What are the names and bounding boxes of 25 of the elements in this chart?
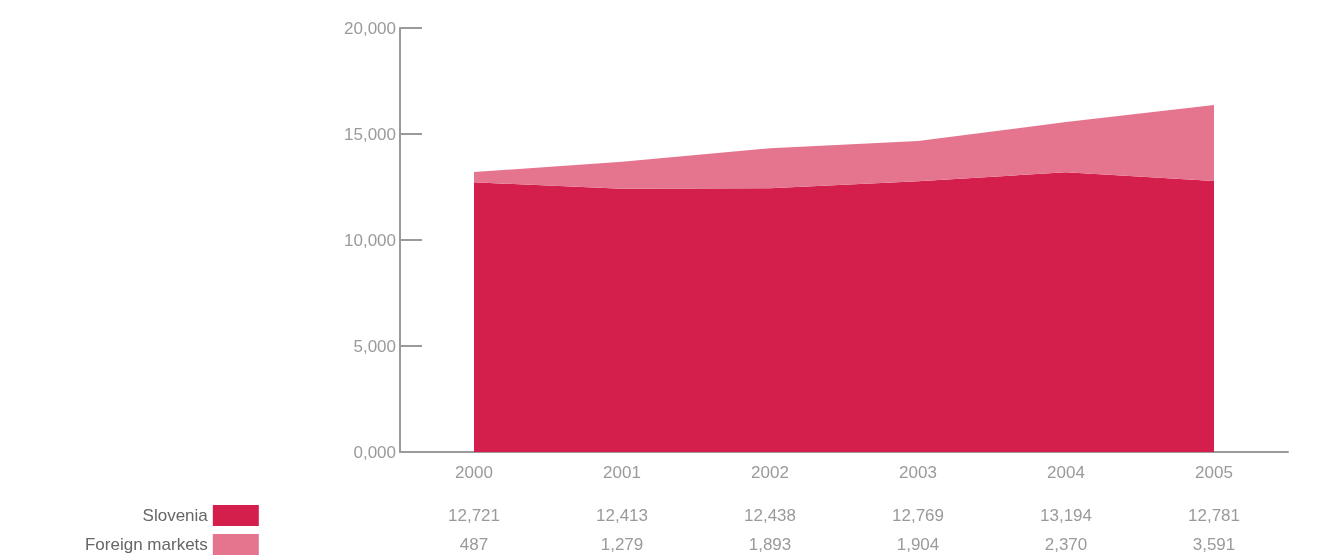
data-label: 2,370 — [1044, 534, 1088, 554]
x-tick-label: 2005 — [1195, 463, 1233, 482]
x-tick-label: 2000 — [455, 463, 493, 482]
legend-label: Slovenia — [142, 506, 209, 525]
data-label: 3,591 — [1192, 534, 1236, 554]
data-label: 12,781 — [1188, 505, 1240, 525]
data-label: 1,279 — [600, 534, 644, 554]
data-label: 12,438 — [744, 505, 796, 525]
y-tick-label: 5,000 — [353, 336, 396, 356]
y-tick-label: 15,000 — [344, 124, 396, 144]
y-tick-label: 10,000 — [344, 230, 396, 250]
data-label: 487 — [459, 534, 489, 554]
y-tick-label: 0,000 — [353, 442, 396, 462]
y-tick-label: 20,000 — [344, 18, 396, 38]
x-tick-label: 2004 — [1047, 463, 1085, 482]
data-label: 1,893 — [748, 534, 792, 554]
data-label: 12,721 — [448, 505, 500, 525]
x-tick-label: 2003 — [899, 463, 937, 482]
data-label: 13,194 — [1040, 505, 1092, 525]
data-label: 1,904 — [896, 534, 940, 554]
data-label: 12,413 — [596, 505, 648, 525]
x-tick-label: 2002 — [751, 463, 789, 482]
data-label: 12,769 — [892, 505, 944, 525]
legend-label: Foreign markets — [84, 535, 208, 554]
x-tick-label: 2001 — [603, 463, 641, 482]
